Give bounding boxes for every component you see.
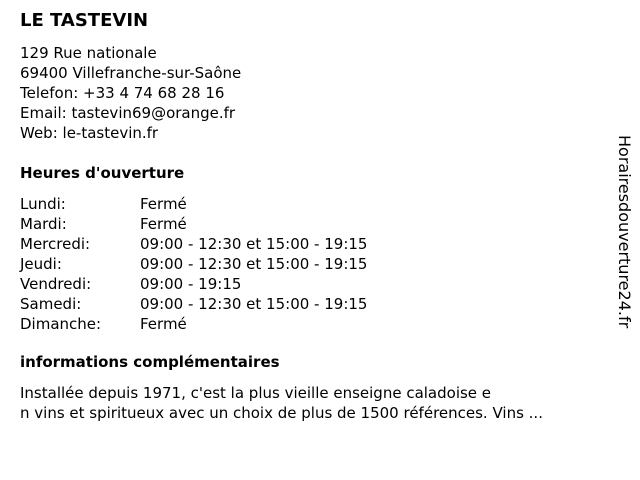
hours-value: Fermé [140,195,187,213]
info-line: n vins et spiritueux avec un choix de pl… [20,404,543,422]
info-heading: informations complémentaires [20,353,280,371]
day: Vendredi: [20,275,92,293]
day: Lundi: [20,195,66,213]
hours-value: 09:00 - 12:30 et 15:00 - 19:15 [140,295,368,313]
hours-value: 09:00 - 19:15 [140,275,242,293]
hours-value: Fermé [140,215,187,233]
email: Email: tastevin69@orange.fr [20,104,236,122]
day: Mercredi: [20,235,91,253]
hours-heading: Heures d'ouverture [20,164,185,182]
business-name: LE TASTEVIN [20,10,149,31]
phone: Telefon: +33 4 74 68 28 16 [20,84,225,102]
hours-value: 09:00 - 12:30 et 15:00 - 19:15 [140,255,368,273]
day: Samedi: [20,295,82,313]
day: Dimanche: [20,315,102,333]
hours-value: Fermé [140,315,187,333]
address-city: 69400 Villefranche-sur-Saône [20,64,242,82]
website: Web: le-tastevin.fr [20,124,159,142]
site-watermark: Horairesdouverture24.fr [615,135,634,329]
day: Mardi: [20,215,67,233]
hours-value: 09:00 - 12:30 et 15:00 - 19:15 [140,235,368,253]
address-street: 129 Rue nationale [20,44,157,62]
info-line: Installée depuis 1971, c'est la plus vie… [20,384,492,402]
day: Jeudi: [20,255,62,273]
